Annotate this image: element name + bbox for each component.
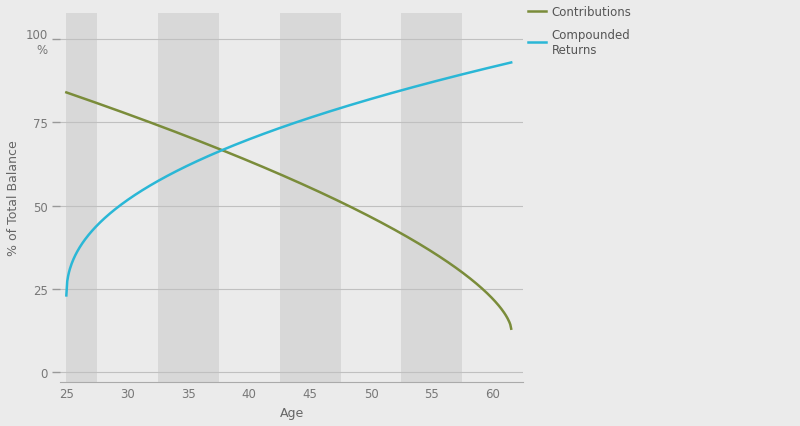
Bar xyxy=(280,14,341,382)
X-axis label: Age: Age xyxy=(280,406,304,419)
Legend: Contributions, Compounded
Returns: Contributions, Compounded Returns xyxy=(528,6,631,56)
Bar xyxy=(66,14,97,382)
Bar xyxy=(402,14,462,382)
Bar xyxy=(158,14,218,382)
Y-axis label: % of Total Balance: % of Total Balance xyxy=(7,140,20,256)
